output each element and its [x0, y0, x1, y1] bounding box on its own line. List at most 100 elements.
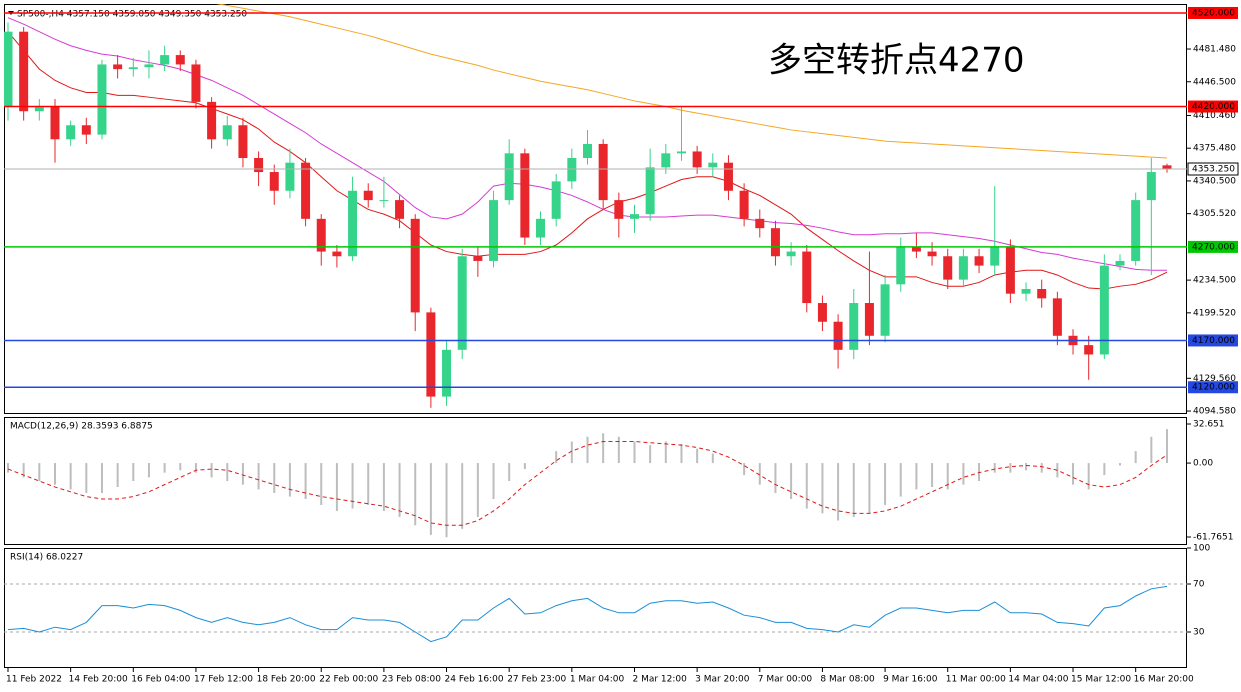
candle-body — [81, 125, 91, 135]
candle-body — [1021, 288, 1031, 294]
x-tick-label: 11 Feb 2022 — [6, 675, 62, 685]
candle-body — [426, 312, 436, 397]
candle-body — [332, 251, 342, 257]
candle-body — [520, 153, 530, 238]
candle-body — [1162, 165, 1172, 170]
candle-body — [442, 349, 452, 397]
candle-body — [254, 158, 264, 173]
level-label-box — [1188, 334, 1238, 347]
chart-title: SP500-,H4 4357.150 4359.050 4349.350 435… — [17, 10, 247, 20]
candle-body — [770, 228, 780, 257]
candle-body — [457, 256, 467, 350]
level-label-box — [1188, 100, 1238, 113]
x-tick-label: 22 Feb 00:00 — [319, 675, 378, 685]
candle-body — [583, 143, 592, 159]
candle-body — [880, 284, 890, 336]
y-tick-label: 32.651 — [1193, 420, 1225, 430]
x-tick-label: 16 Feb 04:00 — [131, 675, 190, 685]
y-tick-label: 4305.520 — [1193, 209, 1236, 219]
level-label: 4170.000 — [1192, 336, 1235, 346]
macd-panel-frame — [4, 417, 1187, 545]
level-label: 4120.000 — [1192, 383, 1235, 393]
y-tick-label: 4094.580 — [1193, 407, 1236, 417]
candle-body — [504, 153, 514, 201]
candle-body — [395, 200, 405, 219]
y-tick-label: 4234.500 — [1193, 276, 1236, 286]
moving-average — [7, 31, 1168, 290]
candle-body — [974, 256, 984, 266]
candle-body — [990, 246, 1000, 266]
candle-body — [144, 64, 154, 68]
candle-body — [676, 151, 686, 154]
candle-body — [849, 303, 859, 350]
x-tick-label: 7 Mar 00:00 — [758, 675, 813, 685]
candle-body — [34, 106, 44, 112]
panel-plot — [4, 583, 1187, 643]
x-tick-label: 8 Mar 08:00 — [820, 675, 875, 685]
x-tick-label: 9 Mar 16:00 — [883, 675, 938, 685]
candle-body — [489, 200, 499, 261]
macd-signal-line — [7, 441, 1168, 526]
candle-body — [708, 162, 718, 168]
last-price-box — [1187, 162, 1239, 176]
candle-body — [629, 214, 639, 219]
candle-body — [958, 256, 968, 280]
candle-body — [755, 218, 765, 229]
y-tick-label: 70 — [1193, 580, 1205, 590]
x-tick-label: 2 Mar 12:00 — [632, 675, 687, 685]
candle-body — [19, 31, 29, 112]
level-label-box — [1188, 240, 1238, 253]
x-tick-label: 18 Feb 20:00 — [257, 675, 316, 685]
candle-body — [1115, 260, 1125, 266]
candle-body — [802, 251, 812, 304]
candle-body — [4, 31, 13, 107]
y-tick-label: 4481.480 — [1193, 45, 1236, 55]
candle-body — [833, 321, 843, 350]
y-tick-label: 4410.460 — [1193, 111, 1236, 121]
candle-body — [943, 256, 953, 280]
rsi-panel-frame — [4, 548, 1187, 668]
candle-body — [222, 125, 232, 140]
candle-body — [66, 125, 76, 140]
candle-body — [661, 153, 671, 168]
candle-body — [614, 200, 624, 219]
x-tick-label: 1 Mar 04:00 — [570, 675, 625, 685]
candle-body — [1099, 265, 1109, 355]
candle-body — [97, 64, 107, 135]
level-label: 4420.000 — [1192, 102, 1235, 112]
y-tick-label: 4446.500 — [1193, 77, 1236, 87]
x-tick-label: 24 Feb 16:00 — [445, 675, 504, 685]
candle-body — [285, 162, 295, 191]
candle-body — [645, 167, 655, 215]
candle-body — [363, 190, 373, 201]
candle-body — [301, 162, 311, 219]
candle-body — [113, 64, 123, 70]
candle-body — [1131, 200, 1141, 261]
y-tick-label: 100 — [1193, 544, 1210, 554]
y-tick-label: -61.7651 — [1193, 532, 1233, 542]
candle-body — [50, 106, 60, 140]
candle-body — [692, 151, 702, 168]
candle-body — [269, 172, 279, 191]
candle-body — [1052, 298, 1062, 336]
y-tick-label: 4199.520 — [1193, 308, 1236, 318]
moving-average — [216, 4, 1168, 159]
level-label-box — [1188, 6, 1238, 19]
x-tick-label: 14 Mar 04:00 — [1008, 675, 1068, 685]
candle-body — [1146, 172, 1156, 201]
panel-plot — [7, 429, 1168, 538]
x-tick-label: 15 Mar 12:00 — [1071, 675, 1131, 685]
level-label-box — [1188, 381, 1238, 394]
level-label: 4520.000 — [1192, 8, 1235, 18]
x-tick-label: 17 Feb 12:00 — [194, 675, 253, 685]
candle-body — [864, 303, 874, 336]
candle-body — [567, 158, 577, 182]
candle-body — [238, 125, 248, 159]
y-tick-label: 0.00 — [1193, 459, 1213, 469]
candle-body — [473, 256, 483, 261]
x-tick-label: 27 Feb 23:00 — [507, 675, 566, 685]
macd-title: MACD(12,26,9) 28.3593 6.8875 — [10, 422, 153, 432]
